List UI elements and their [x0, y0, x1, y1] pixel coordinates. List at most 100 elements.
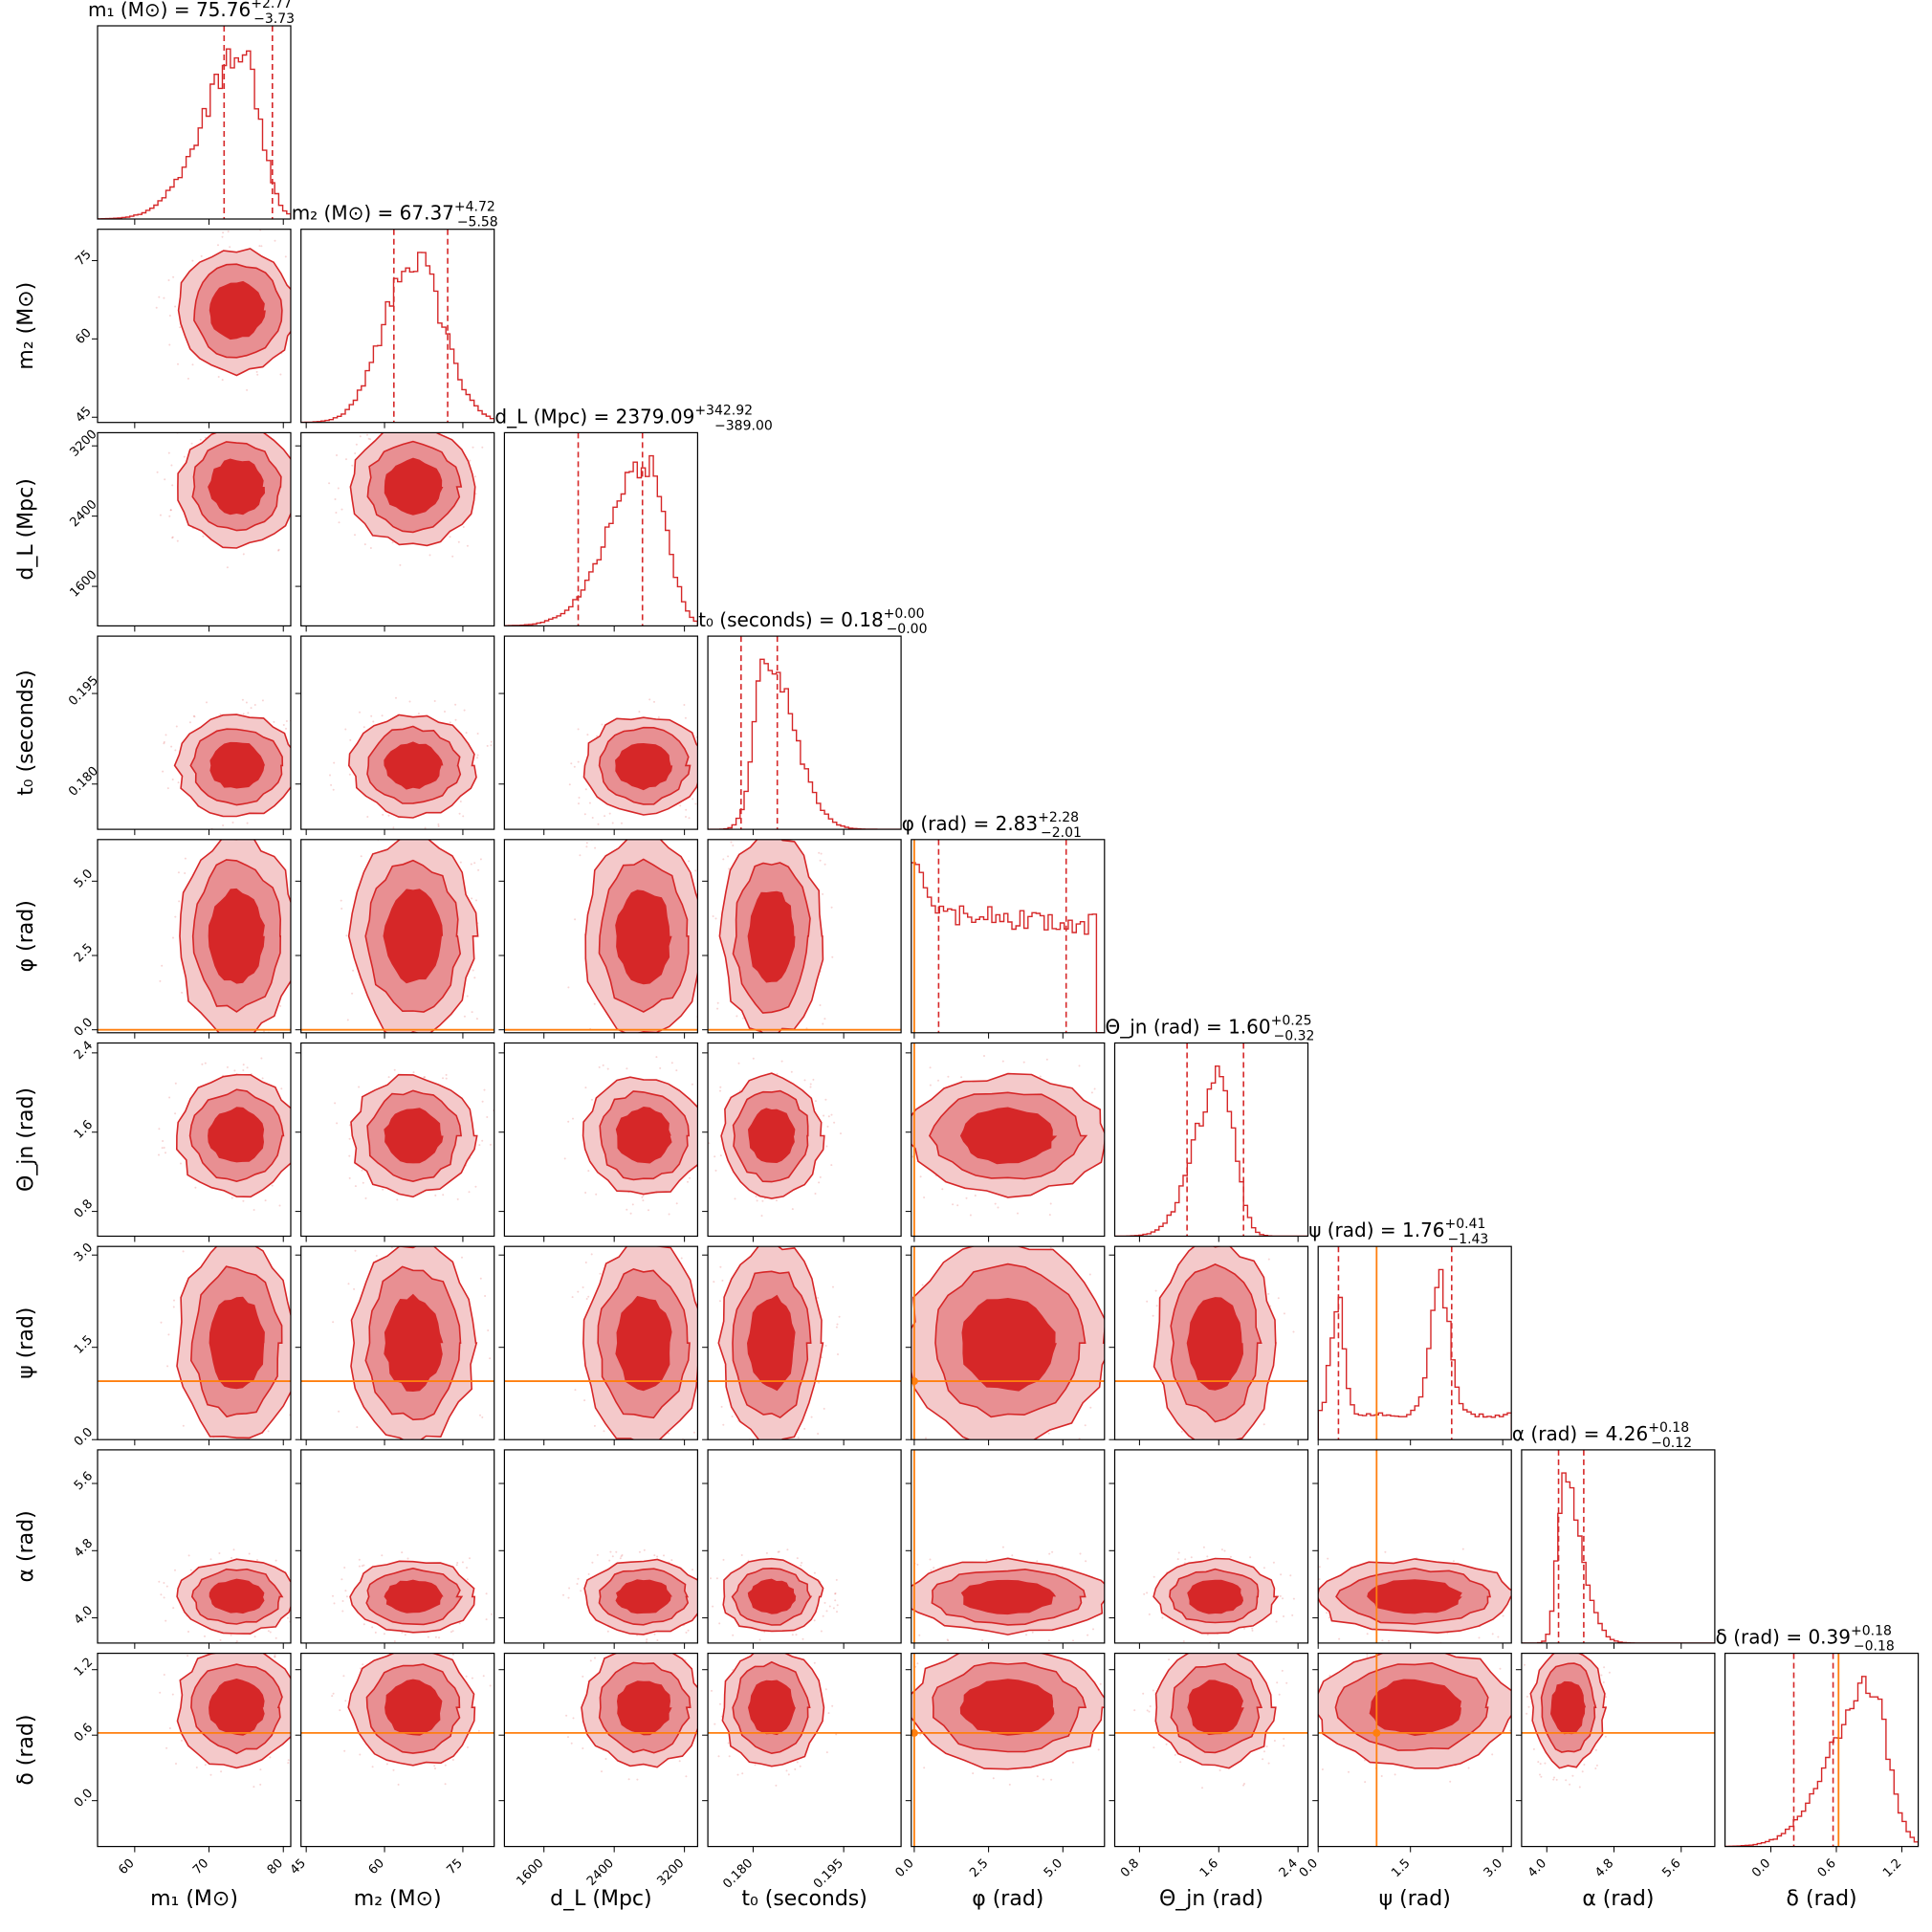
y-tick-label-5-6: 5.6	[72, 1469, 96, 1493]
histogram-t0	[708, 658, 902, 830]
contour-3σ	[960, 1579, 1057, 1615]
panel-frame	[1723, 1652, 1920, 1848]
contour-3σ	[1550, 1680, 1587, 1735]
contour-3σ	[384, 1579, 444, 1614]
contour-3σ	[615, 889, 672, 985]
panel-frame	[1113, 1042, 1309, 1238]
contour-3σ	[961, 1298, 1057, 1392]
panel-delta-t0: 0.180 0.195	[702, 1652, 902, 1892]
x-tick-label-0-0: 0.0	[1297, 1856, 1321, 1880]
panel-alpha-theta	[1109, 1449, 1309, 1649]
panel-frame	[300, 431, 495, 626]
histogram-psi	[1318, 1268, 1512, 1440]
panel-phi-m1: 0.0 2.5 5.0	[72, 839, 292, 1040]
panel-frame	[503, 1449, 699, 1644]
panel-delta-phi: 0.0 2.5 5.0	[893, 1652, 1106, 1880]
x-axis-label-alpha: α (rad)	[1582, 1887, 1654, 1911]
title-psi: ψ (rad) = 1.76+0.41 −1.43	[1308, 1217, 1488, 1247]
x-axis-label-psi: ψ (rad)	[1379, 1887, 1451, 1911]
panel-frame	[300, 1652, 495, 1848]
panel-theta-theta: Θ_jn (rad) = 1.60+0.25 −0.32	[1106, 1014, 1314, 1242]
histogram-delta	[1724, 1676, 1919, 1847]
panel-frame	[300, 635, 495, 830]
panel-frame	[300, 839, 495, 1034]
panel-theta-dL	[498, 1042, 699, 1242]
panel-m1-m1: m₁ (M⊙) = 75.76+2.77 −3.73	[88, 0, 295, 225]
panel-delta-theta: 0.8 1.6 2.4	[1109, 1652, 1309, 1880]
contour-3σ	[748, 1108, 796, 1163]
contour-3σ	[615, 1296, 672, 1392]
panel-frame	[707, 635, 902, 830]
y-tick-label-60: 60	[73, 326, 94, 347]
contour-3σ	[615, 743, 673, 791]
panel-alpha-t0	[702, 1449, 902, 1649]
panel-t0-t0: t₀ (seconds) = 0.18+0.00 −0.00	[698, 606, 927, 836]
y-tick-label-0-6: 0.6	[72, 1721, 96, 1745]
panel-frame	[707, 1245, 902, 1440]
panel-frame	[97, 229, 292, 424]
y-tick-label-2-5: 2.5	[72, 941, 96, 965]
histogram-phi	[911, 862, 1105, 1033]
histogram-m2	[300, 252, 494, 423]
contour-3σ	[209, 1679, 265, 1736]
y-tick-label-0-0: 0.0	[72, 1425, 96, 1449]
y-tick-label-0-8: 0.8	[72, 1197, 96, 1221]
panel-frame	[1113, 1449, 1309, 1644]
panel-frame	[1317, 1652, 1512, 1848]
contour-3σ	[208, 1107, 265, 1163]
x-axis-label-dL: d_L (Mpc)	[550, 1887, 651, 1911]
y-tick-label-1-6: 1.6	[72, 1118, 96, 1142]
panel-frame	[911, 1245, 1106, 1440]
panel-psi-dL	[498, 1245, 699, 1446]
panel-delta-dL: 1600 2400 3200	[498, 1652, 699, 1889]
panel-delta-delta: δ (rad) = 0.39+0.18 −0.18 0.0 0.6 1.2	[1716, 1624, 1920, 1880]
contour-3σ	[208, 888, 265, 984]
panel-frame	[1521, 1652, 1716, 1848]
contour-3σ	[384, 1679, 443, 1736]
panel-frame	[503, 839, 699, 1034]
y-tick-label-4-8: 4.8	[72, 1536, 96, 1560]
panel-frame	[300, 1245, 495, 1440]
panel-alpha-phi	[905, 1449, 1106, 1649]
y-axis-label-delta: δ (rad)	[14, 1715, 38, 1786]
x-axis-label-t0: t₀ (seconds)	[741, 1887, 867, 1911]
x-axis-label-theta: Θ_jn (rad)	[1159, 1887, 1263, 1911]
panel-delta-alpha: 4.0 4.8 5.6	[1515, 1652, 1716, 1880]
y-tick-label-2-4: 2.4	[72, 1039, 96, 1063]
y-axis-label-t0: t₀ (seconds)	[14, 670, 38, 796]
panel-alpha-psi	[1312, 1449, 1512, 1649]
panel-psi-m1: 0.0 1.5 3.0	[72, 1240, 292, 1449]
x-tick-label-70: 70	[190, 1856, 211, 1877]
y-tick-label-0-0: 0.0	[72, 1787, 96, 1811]
panel-frame	[707, 1652, 902, 1848]
x-tick-label-0-0: 0.0	[1749, 1856, 1773, 1880]
contour-3σ	[959, 1107, 1058, 1165]
panel-alpha-m2	[295, 1449, 495, 1649]
panel-frame	[97, 1042, 292, 1238]
x-tick-label-5-0: 5.0	[1042, 1856, 1065, 1880]
panel-phi-dL	[498, 839, 699, 1039]
contour-3σ	[1187, 1680, 1244, 1736]
contour-3σ	[209, 1578, 265, 1614]
y-tick-label-0-0: 0.0	[72, 1016, 96, 1040]
contour-3σ	[383, 889, 444, 984]
panel-m2-m1: 45 60 75	[73, 229, 292, 428]
panel-frame	[911, 839, 1106, 1034]
panel-frame	[707, 1449, 902, 1644]
title-dL: d_L (Mpc) = 2379.09+342.92 −389.00	[494, 403, 772, 433]
title-m1: m₁ (M⊙) = 75.76+2.77 −3.73	[88, 0, 295, 27]
title-delta: δ (rad) = 0.39+0.18 −0.18	[1716, 1624, 1895, 1655]
contour-3σ	[748, 1680, 796, 1736]
x-tick-label-1-5: 1.5	[1389, 1856, 1413, 1880]
x-axis-label-m1: m₁ (M⊙)	[150, 1887, 238, 1911]
panel-t0-dL	[498, 635, 699, 836]
truth-marker	[911, 1728, 918, 1737]
truth-marker	[911, 1377, 918, 1386]
y-axis-label-alpha: α (rad)	[14, 1510, 38, 1582]
panel-frame	[300, 1042, 495, 1238]
panel-theta-m1: 0.8 1.6 2.4	[72, 1039, 292, 1242]
x-tick-label-80: 80	[265, 1856, 286, 1877]
x-axis-label-phi: φ (rad)	[972, 1887, 1043, 1911]
y-axis-label-psi: ψ (rad)	[14, 1307, 38, 1379]
x-tick-label-60: 60	[366, 1856, 387, 1877]
